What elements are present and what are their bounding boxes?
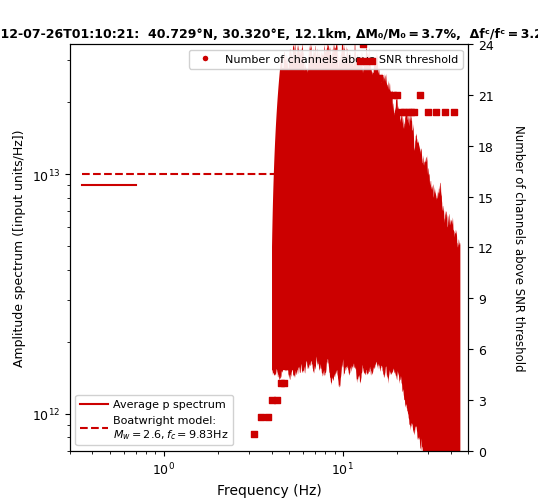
Point — [370, 75, 379, 83]
Point — [353, 75, 362, 83]
Point — [301, 312, 310, 320]
Point — [367, 58, 376, 66]
Point — [257, 413, 265, 421]
Legend: Average p spectrum, Boatwright model:
$M_w = 2.6, f_c = 9.83$Hz: Average p spectrum, Boatwright model: $M… — [75, 395, 233, 445]
Point — [285, 362, 293, 370]
Point — [392, 92, 401, 100]
Point — [280, 379, 288, 387]
Point — [388, 92, 397, 100]
Point — [356, 58, 364, 66]
Point — [342, 143, 351, 151]
Y-axis label: Amplitude spectrum ([input units/Hz]): Amplitude spectrum ([input units/Hz]) — [13, 129, 26, 367]
Point — [380, 92, 388, 100]
Point — [397, 109, 405, 117]
Point — [384, 92, 393, 100]
Point — [440, 109, 449, 117]
Point — [267, 396, 276, 404]
Point — [250, 430, 258, 438]
Point — [292, 329, 301, 337]
Point — [288, 346, 296, 354]
Point — [365, 75, 373, 83]
Point — [349, 92, 358, 100]
Point — [407, 109, 415, 117]
Title: 2012-07-26T01:10:21:  40.729°N, 30.320°E, 12.1km, ΔM₀/M₀ = 3.7%,  Δfᶜ/fᶜ = 3.2%: 2012-07-26T01:10:21: 40.729°N, 30.320°E,… — [0, 28, 538, 41]
Point — [410, 109, 419, 117]
Point — [281, 362, 290, 370]
Point — [431, 109, 440, 117]
Point — [400, 109, 408, 117]
Point — [296, 329, 305, 337]
Point — [362, 58, 371, 66]
Point — [359, 41, 367, 49]
X-axis label: Frequency (Hz): Frequency (Hz) — [217, 483, 321, 496]
Point — [375, 75, 384, 83]
Point — [316, 261, 325, 269]
Point — [263, 413, 272, 421]
Point — [404, 109, 412, 117]
Point — [311, 278, 320, 286]
Point — [416, 92, 424, 100]
Point — [450, 109, 459, 117]
Y-axis label: Number of channels above SNR threshold: Number of channels above SNR threshold — [512, 125, 525, 371]
Point — [277, 379, 285, 387]
Point — [424, 109, 433, 117]
Point — [273, 396, 281, 404]
Point — [306, 295, 315, 303]
